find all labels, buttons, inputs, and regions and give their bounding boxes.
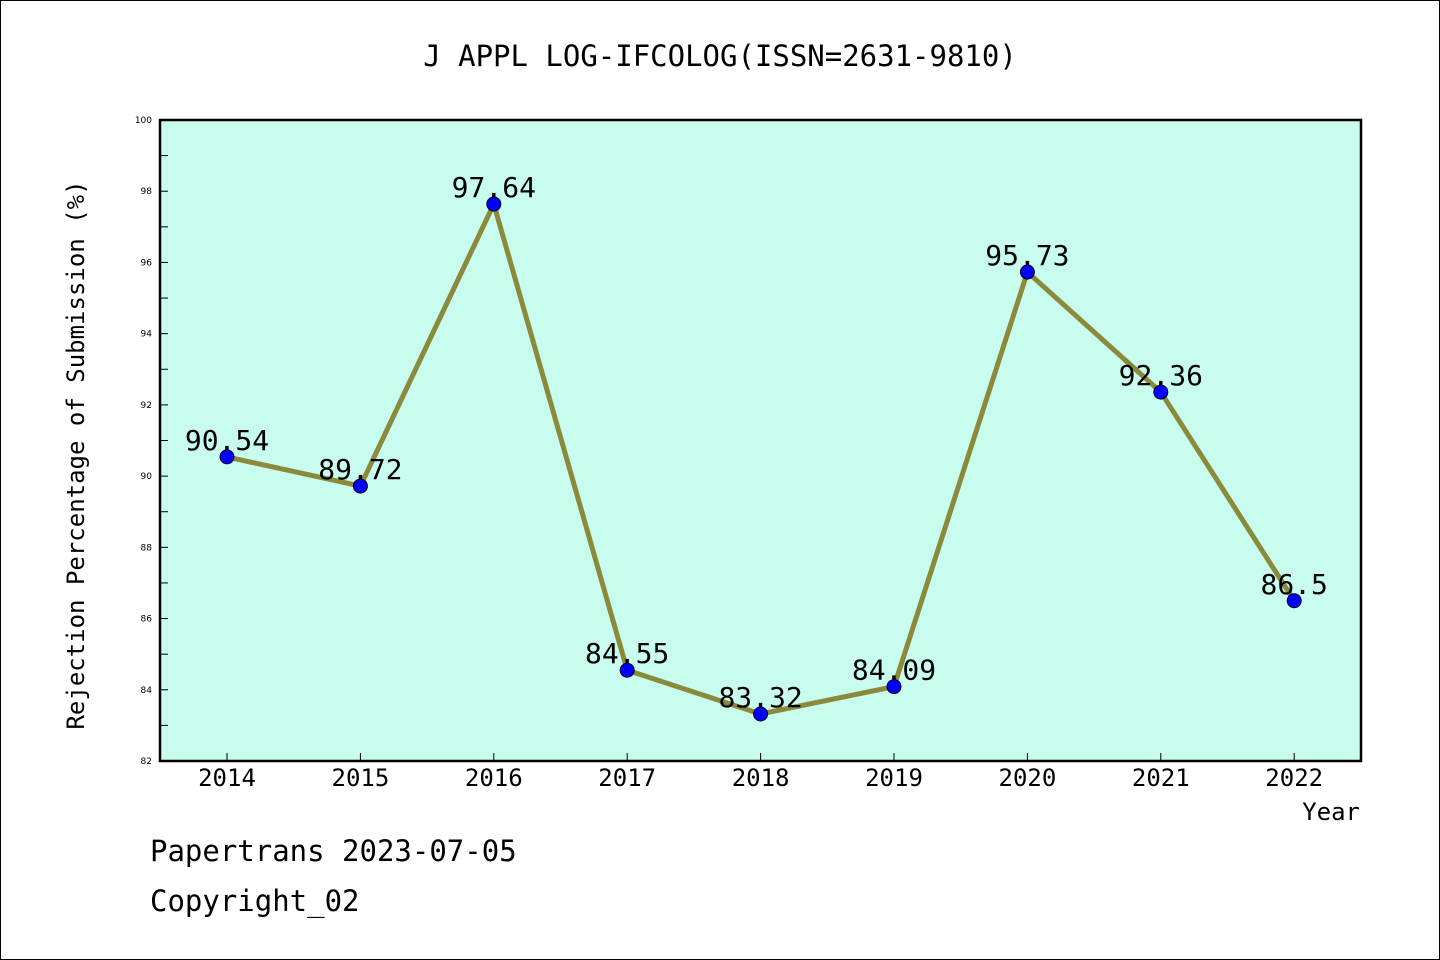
data-point [352, 478, 368, 494]
data-point [1286, 593, 1302, 609]
x-tick-label: 2019 [865, 764, 923, 792]
x-tick-label: 2016 [465, 764, 523, 792]
data-label: 89.72 [318, 453, 402, 486]
y-tick-label: 98 [141, 187, 153, 197]
footer-copyright: Copyright_02 [150, 884, 360, 918]
y-axis-label: Rejection Percentage of Submission (%) [62, 180, 90, 729]
data-label: 92.36 [1119, 359, 1203, 392]
y-tick-label: 90 [141, 472, 153, 482]
y-tick-label: 94 [141, 330, 153, 340]
data-point [753, 706, 769, 722]
x-tick-label: 2015 [332, 764, 390, 792]
y-tick-label: 84 [141, 686, 153, 696]
x-axis-label: Year [1302, 798, 1360, 826]
data-label: 90.54 [185, 424, 269, 457]
plot-border [158, 118, 1363, 763]
data-point [886, 679, 902, 695]
y-tick-label: 92 [141, 401, 152, 411]
chart-title: J APPL LOG-IFCOLOG(ISSN=2631-9810) [423, 39, 1017, 73]
x-tick-label: 2021 [1132, 764, 1190, 792]
data-point [486, 196, 502, 212]
y-tick-label: 88 [141, 543, 153, 553]
data-label: 84.09 [852, 654, 936, 687]
data-point [1019, 264, 1035, 280]
x-tick-label: 2018 [732, 764, 790, 792]
plot-area [160, 120, 1361, 761]
y-tick-label: 82 [141, 757, 152, 767]
y-tick-label: 96 [141, 258, 153, 268]
data-label: 83.32 [718, 681, 802, 714]
x-tick-label: 2014 [198, 764, 256, 792]
data-point [1153, 384, 1169, 400]
x-tick-label: 2017 [598, 764, 656, 792]
footer-date: Papertrans 2023-07-05 [150, 834, 517, 868]
data-label: 84.55 [585, 637, 669, 670]
data-point [219, 449, 235, 465]
data-label: 95.73 [985, 239, 1069, 272]
y-tick-label: 100 [135, 116, 152, 126]
y-tick-label: 86 [141, 615, 153, 625]
x-tick-label: 2020 [999, 764, 1057, 792]
data-label: 97.64 [452, 171, 536, 204]
data-point [619, 662, 635, 678]
x-tick-label: 2022 [1265, 764, 1323, 792]
data-label: 86.5 [1260, 568, 1327, 601]
